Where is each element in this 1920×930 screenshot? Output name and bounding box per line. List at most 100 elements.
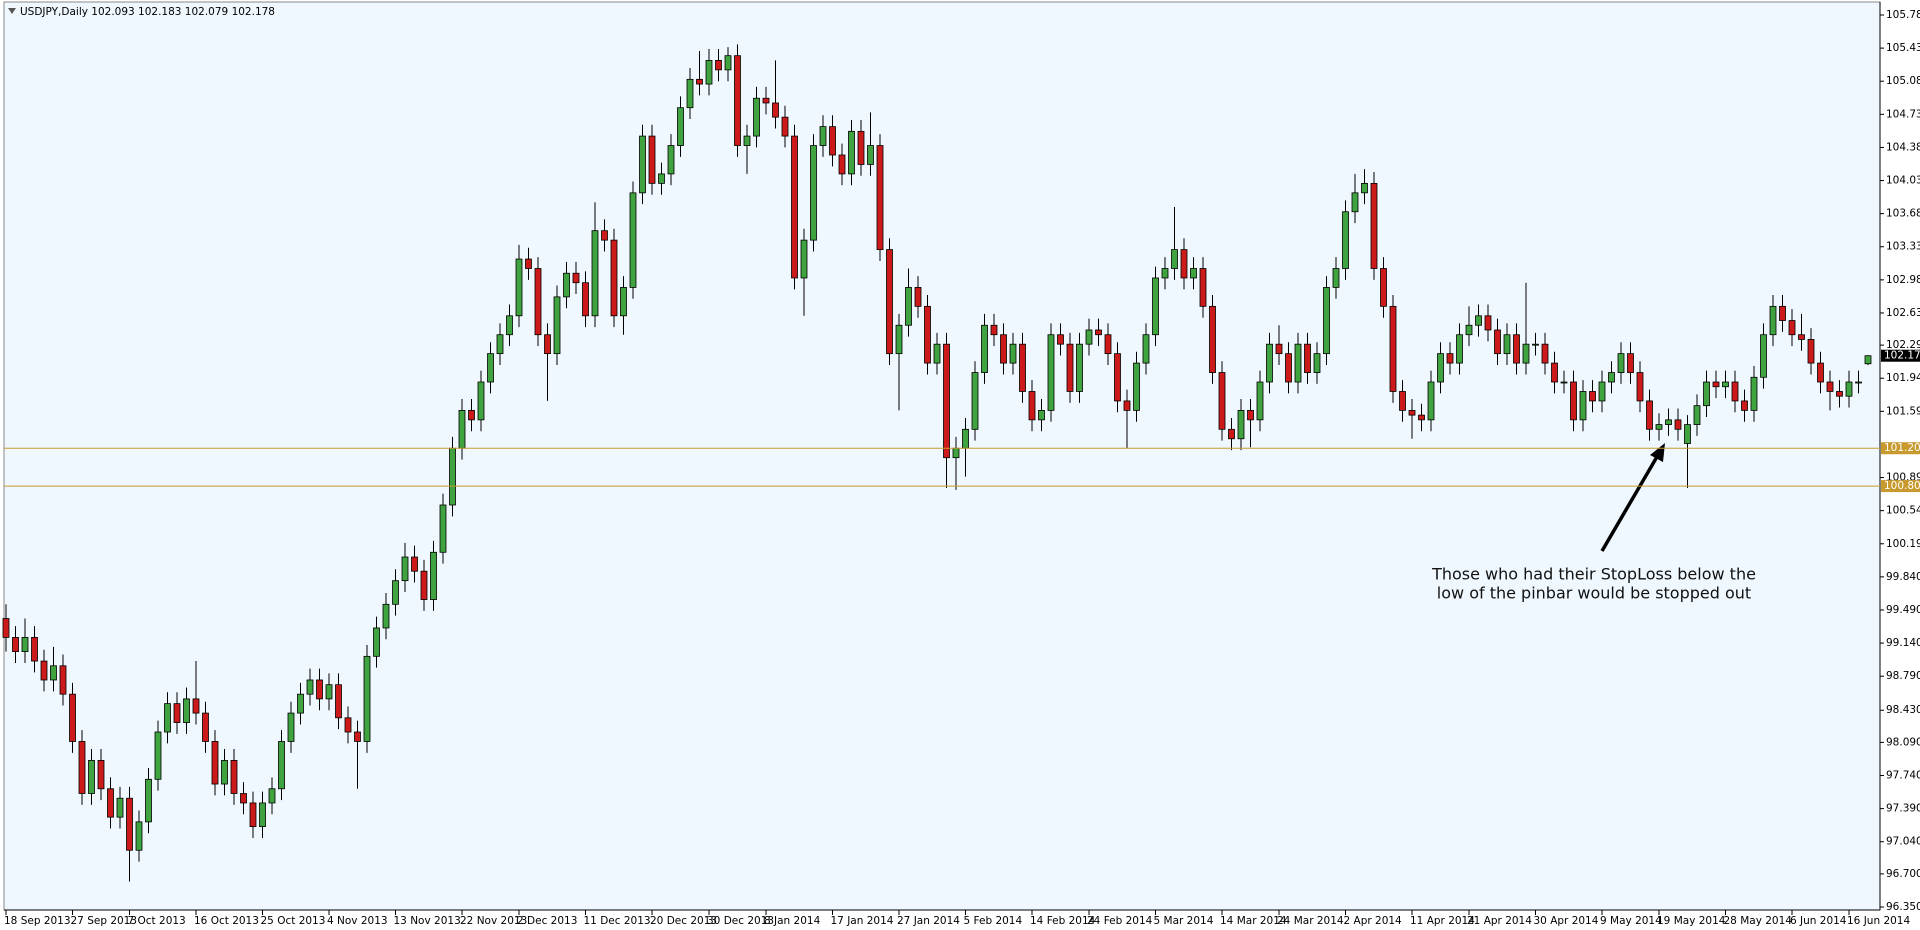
- candle-body: [838, 154, 846, 175]
- candle-body: [1180, 249, 1188, 279]
- candle-body: [952, 447, 960, 459]
- candle-body: [1057, 334, 1064, 345]
- candle-body: [933, 343, 941, 364]
- candle-body: [781, 116, 789, 137]
- candle-body: [1009, 343, 1017, 364]
- candle-body: [1237, 409, 1245, 440]
- candle-body: [1332, 268, 1340, 288]
- candle-body: [1199, 268, 1207, 307]
- candle-body: [895, 324, 903, 355]
- candle-body: [905, 287, 912, 326]
- x-tick-label: 6 Jun 2014: [1790, 915, 1847, 927]
- candle-body: [430, 551, 437, 600]
- candle-body: [211, 741, 219, 785]
- y-tick-label: 102.980: [1886, 274, 1920, 286]
- candle-body: [610, 239, 618, 317]
- x-tick-label: 16 Jun 2014: [1847, 915, 1910, 927]
- candle-body: [1104, 334, 1112, 355]
- candle-body: [686, 78, 694, 109]
- candle-body: [135, 821, 143, 851]
- candle-body: [97, 759, 105, 790]
- candle-body: [1209, 305, 1216, 373]
- y-tick-label: 105.780: [1886, 9, 1920, 21]
- candle-body: [477, 381, 485, 421]
- candle-body: [1000, 334, 1007, 364]
- candle-body: [705, 60, 713, 85]
- x-tick-label: 2 Apr 2014: [1344, 915, 1403, 927]
- candle-body: [107, 788, 114, 818]
- candle-body: [468, 409, 475, 421]
- candle-body: [648, 135, 656, 184]
- candle-body: [990, 324, 998, 336]
- x-tick-label: 14 Mar 2014: [1220, 915, 1287, 927]
- candle-body: [1323, 287, 1330, 355]
- candle-body: [1408, 409, 1416, 416]
- candle-body: [1266, 343, 1273, 383]
- candle-body: [1769, 305, 1777, 336]
- candle-body: [12, 637, 19, 653]
- candle-body: [496, 334, 504, 355]
- candle-body: [819, 126, 827, 146]
- x-tick-label: 14 Feb 2014: [1030, 915, 1096, 927]
- chart-title: USDJPY,Daily 102.093 102.183 102.079 102…: [20, 6, 275, 18]
- candle-body: [677, 107, 684, 146]
- candle-body: [1361, 182, 1368, 194]
- candle-body: [1294, 343, 1302, 383]
- candle-body: [1028, 391, 1036, 421]
- candle-body: [2, 618, 10, 638]
- candle-body: [40, 660, 48, 681]
- candle-body: [1693, 405, 1701, 425]
- candle-body: [335, 684, 342, 719]
- candle-body: [810, 145, 817, 241]
- plot-area: [3, 1, 1881, 911]
- candle-body: [1161, 268, 1169, 279]
- candle-body: [1114, 353, 1121, 402]
- y-tick-label: 97.390: [1886, 803, 1920, 815]
- candle-body: [1342, 211, 1349, 269]
- candle-body: [1085, 329, 1093, 345]
- candle-body: [1133, 362, 1140, 411]
- candle-body: [78, 741, 86, 794]
- price-marker-label: 102.178: [1884, 350, 1920, 362]
- candle-body: [287, 712, 295, 742]
- candle-body: [1845, 381, 1853, 397]
- candle-body: [21, 637, 29, 653]
- x-tick-label: 25 Oct 2013: [261, 915, 326, 927]
- level-label-bg: [1881, 442, 1920, 455]
- x-tick-label: 7 Oct 2013: [128, 915, 186, 927]
- candle-body: [1475, 315, 1482, 326]
- candle-body: [1038, 409, 1045, 421]
- y-tick-label: 104.730: [1886, 108, 1920, 120]
- y-tick-label: 101.940: [1886, 372, 1920, 384]
- candle-body: [1807, 339, 1815, 364]
- candle-body: [173, 703, 181, 723]
- candle-body: [1494, 329, 1501, 355]
- candle-body: [886, 249, 893, 355]
- candle-body: [240, 793, 247, 804]
- y-tick-label: 100.540: [1886, 505, 1920, 517]
- level-label: 100.800: [1884, 480, 1920, 492]
- candle-body: [1646, 400, 1653, 430]
- level-label: 101.200: [1884, 442, 1920, 454]
- y-tick-label: 104.030: [1886, 175, 1920, 187]
- candle-body: [734, 55, 741, 146]
- y-tick-label: 103.680: [1886, 208, 1920, 220]
- candle-body: [1304, 343, 1311, 373]
- candle-body: [1570, 381, 1577, 421]
- candle-body: [962, 428, 969, 449]
- candle-body: [1779, 305, 1786, 321]
- candle-body: [1532, 343, 1539, 346]
- candle-body: [1541, 343, 1549, 364]
- y-tick-label: 98.430: [1886, 704, 1920, 716]
- candle-body: [439, 504, 447, 553]
- candle-body: [914, 287, 922, 307]
- candle-body: [154, 731, 162, 780]
- x-tick-label: 5 Feb 2014: [964, 915, 1023, 927]
- candle-body: [1418, 414, 1425, 421]
- annotation: low of the pinbar would be stopped out: [1437, 584, 1751, 603]
- candle-body: [1551, 362, 1558, 383]
- x-tick-label: 17 Jan 2014: [831, 915, 894, 927]
- candle-body: [1389, 305, 1397, 392]
- candle-body: [1171, 249, 1178, 269]
